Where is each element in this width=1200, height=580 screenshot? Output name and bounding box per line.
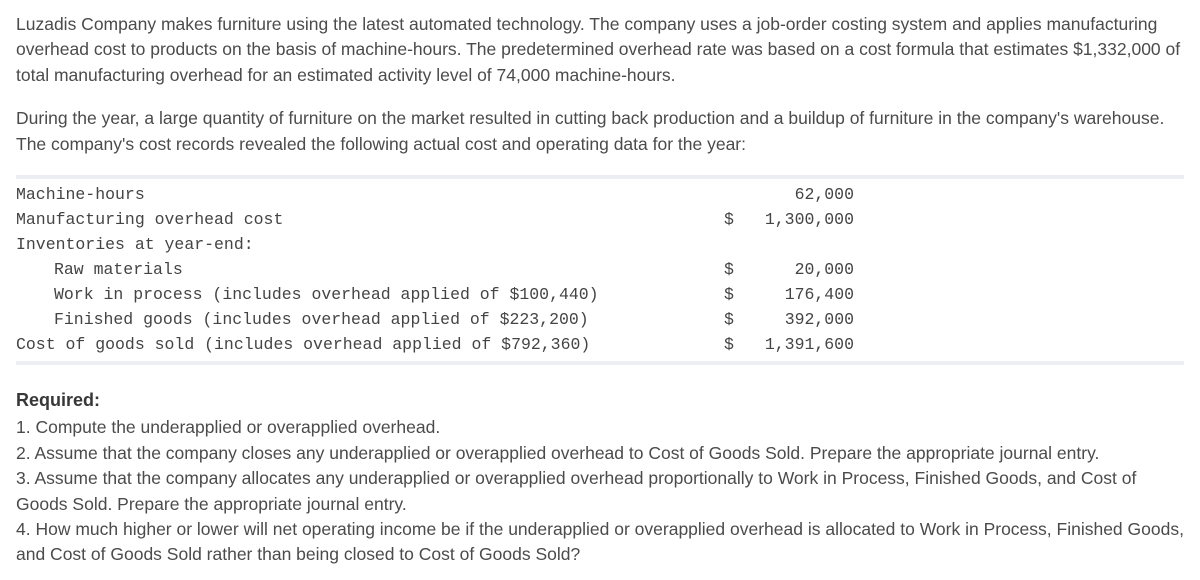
intro-paragraph-2: During the year, a large quantity of fur… [16,106,1184,157]
row-label: Machine-hours [16,183,724,208]
divider-bottom [16,361,1184,365]
row-value [744,233,854,258]
row-currency [724,233,744,258]
row-label: Raw materials [16,258,724,283]
intro-paragraph-1: Luzadis Company makes furniture using th… [16,12,1184,88]
row-label: Cost of goods sold (includes overhead ap… [16,332,724,357]
table-row: Finished goods (includes overhead applie… [16,307,854,332]
table-row: Cost of goods sold (includes overhead ap… [16,332,854,357]
row-currency [724,183,744,208]
table-row: Work in process (includes overhead appli… [16,283,854,308]
table-row: Raw materials $ 20,000 [16,258,854,283]
table-row: Inventories at year-end: [16,233,854,258]
cost-data-table: Machine-hours 62,000 Manufacturing overh… [16,183,854,357]
row-currency: $ [724,332,744,357]
table-row: Machine-hours 62,000 [16,183,854,208]
requirement-2: 2. Assume that the company closes any un… [16,441,1184,466]
row-value: 392,000 [744,307,854,332]
row-value: 176,400 [744,283,854,308]
requirement-4: 4. How much higher or lower will net ope… [16,517,1184,568]
row-value: 1,300,000 [744,208,854,233]
row-currency: $ [724,258,744,283]
row-label: Finished goods (includes overhead applie… [16,307,724,332]
row-value: 1,391,600 [744,332,854,357]
required-heading: Required: [16,387,1184,413]
requirement-1: 1. Compute the underapplied or overappli… [16,415,1184,440]
row-value: 62,000 [744,183,854,208]
row-currency: $ [724,283,744,308]
row-currency: $ [724,307,744,332]
table-row: Manufacturing overhead cost $ 1,300,000 [16,208,854,233]
row-label: Inventories at year-end: [16,233,724,258]
row-value: 20,000 [744,258,854,283]
requirement-3: 3. Assume that the company allocates any… [16,466,1184,517]
row-label: Manufacturing overhead cost [16,208,724,233]
row-currency: $ [724,208,744,233]
divider-top [16,175,1184,179]
row-label: Work in process (includes overhead appli… [16,283,724,308]
cost-table-wrap: Machine-hours 62,000 Manufacturing overh… [16,175,1184,365]
